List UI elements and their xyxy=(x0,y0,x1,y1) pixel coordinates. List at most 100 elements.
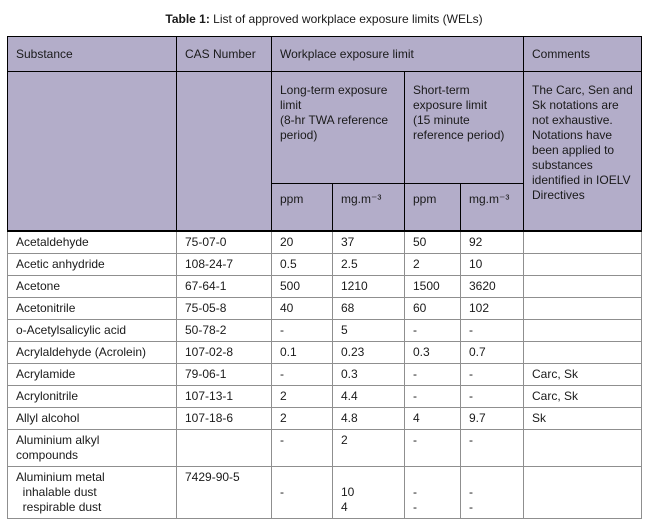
header-row-units: ppm mg.m⁻³ ppm mg.m⁻³ xyxy=(8,183,642,232)
table-row: o-Acetylsalicylic acid 50-78-2 - 5 - - xyxy=(7,319,643,342)
comments-cell: Sk xyxy=(523,407,643,430)
long-term-ppm-cell: 20 xyxy=(271,230,333,254)
table-row: Acrylonitrile 107-13-1 2 4.4 - - Carc, S… xyxy=(7,385,643,408)
short-term-mg-cell: 9.7 xyxy=(459,407,525,430)
substance-cell: Allyl alcohol xyxy=(7,407,177,430)
table-row: Acetonitrile 75-05-8 40 68 60 102 xyxy=(7,297,643,320)
header-short-term-limit: Short-term exposure limit (15 minute ref… xyxy=(404,71,525,184)
long-term-ppm-cell: - xyxy=(271,429,333,467)
table-row: Acetaldehyde 75-07-0 20 37 50 92 xyxy=(7,230,643,254)
table-row: Acetone 67-64-1 500 1210 1500 3620 xyxy=(7,275,643,298)
header-row-main: Substance CAS Number Workplace exposure … xyxy=(7,36,643,72)
short-term-ppm-cell: - xyxy=(404,319,461,342)
long-term-ppm-cell: 2 xyxy=(271,385,333,408)
long-term-mg-cell: 10 4 xyxy=(332,466,405,519)
table-caption-label: Table 1: xyxy=(165,12,210,26)
long-term-ppm-cell: - xyxy=(271,363,333,386)
long-term-mg-cell: 68 xyxy=(332,297,405,320)
table-row: Aluminium metal inhalable dust respirabl… xyxy=(7,466,643,519)
short-term-mg-cell: 0.7 xyxy=(459,341,525,364)
short-term-ppm-cell: - xyxy=(404,385,461,408)
header-substance: Substance xyxy=(7,36,177,72)
header-comments: Comments xyxy=(523,36,643,72)
cas-number-cell: 67-64-1 xyxy=(176,275,272,298)
long-term-mg-cell: 4.8 xyxy=(332,407,405,430)
short-term-ppm-cell: 50 xyxy=(404,230,461,254)
short-term-ppm-cell: 2 xyxy=(404,253,461,276)
short-term-ppm-cell: - - xyxy=(404,466,461,519)
comments-cell xyxy=(523,297,643,320)
substance-cell: o-Acetylsalicylic acid xyxy=(7,319,177,342)
short-term-mg-cell: - xyxy=(459,363,525,386)
short-term-ppm-cell: 4 xyxy=(404,407,461,430)
comments-cell xyxy=(523,230,643,254)
table-row: Acrylamide 79-06-1 - 0.3 - - Carc, Sk xyxy=(7,363,643,386)
header-spacer-substance xyxy=(7,71,177,232)
long-term-ppm-cell: 40 xyxy=(271,297,333,320)
short-term-mg-cell: - xyxy=(459,319,525,342)
long-term-ppm-cell: 0.5 xyxy=(271,253,333,276)
short-term-ppm-cell: 1500 xyxy=(404,275,461,298)
header-comments-note: The Carc, Sen and Sk notations are not e… xyxy=(523,71,643,232)
table-row: Allyl alcohol 107-18-6 2 4.8 4 9.7 Sk xyxy=(7,407,643,430)
short-term-mg-cell: - xyxy=(459,385,525,408)
cas-number-cell: 79-06-1 xyxy=(176,363,272,386)
document-page: Table 1: List of approved workplace expo… xyxy=(7,0,643,525)
long-term-mg-cell: 37 xyxy=(332,230,405,254)
long-term-mg-cell: 5 xyxy=(332,319,405,342)
substance-cell: Acetonitrile xyxy=(7,297,177,320)
header-short-term-mg-unit: mg.m⁻³ xyxy=(460,183,525,232)
cas-number-cell: 7429-90-5 xyxy=(176,466,272,519)
long-term-mg-cell: 2.5 xyxy=(332,253,405,276)
short-term-mg-cell: - - xyxy=(459,466,525,519)
cas-number-cell: 50-78-2 xyxy=(176,319,272,342)
header-row-limit-types: Long-term exposure limit (8-hr TWA refer… xyxy=(7,71,643,232)
short-term-mg-cell: 92 xyxy=(459,230,525,254)
comments-cell: Carc, Sk xyxy=(523,385,643,408)
header-spacer-cas xyxy=(176,71,272,232)
table-caption: Table 1: List of approved workplace expo… xyxy=(7,12,641,26)
cas-number-cell: 107-18-6 xyxy=(176,407,272,430)
long-term-mg-cell: 0.3 xyxy=(332,363,405,386)
short-term-mg-cell: 10 xyxy=(459,253,525,276)
cas-number-cell: 107-13-1 xyxy=(176,385,272,408)
long-term-mg-cell: 1210 xyxy=(332,275,405,298)
long-term-mg-cell: 2 xyxy=(332,429,405,467)
short-term-mg-cell: 3620 xyxy=(459,275,525,298)
short-term-ppm-cell: 0.3 xyxy=(404,341,461,364)
short-term-ppm-cell: - xyxy=(404,429,461,467)
cas-number-cell: 107-02-8 xyxy=(176,341,272,364)
substance-cell: Acrylonitrile xyxy=(7,385,177,408)
substance-cell: Acetic anhydride xyxy=(7,253,177,276)
header-short-term-ppm-unit: ppm xyxy=(404,183,461,232)
table-body: Acetaldehyde 75-07-0 20 37 50 92 Acetic … xyxy=(7,230,643,519)
cas-number-cell xyxy=(176,429,272,467)
long-term-ppm-cell: - xyxy=(271,466,333,519)
comments-cell xyxy=(523,466,643,519)
substance-cell: Acrylamide xyxy=(7,363,177,386)
long-term-ppm-cell: - xyxy=(271,319,333,342)
short-term-mg-cell: 102 xyxy=(459,297,525,320)
substance-cell: Acetone xyxy=(7,275,177,298)
table-row: Acrylaldehyde (Acrolein) 107-02-8 0.1 0.… xyxy=(7,341,643,364)
long-term-ppm-cell: 2 xyxy=(271,407,333,430)
long-term-ppm-cell: 0.1 xyxy=(271,341,333,364)
header-long-term-limit: Long-term exposure limit (8-hr TWA refer… xyxy=(271,71,405,184)
substance-cell: Aluminium metal inhalable dust respirabl… xyxy=(7,466,177,519)
short-term-ppm-cell: 60 xyxy=(404,297,461,320)
header-long-term-mg-unit: mg.m⁻³ xyxy=(332,183,405,232)
short-term-mg-cell: - xyxy=(459,429,525,467)
table-row: Aluminium alkyl compounds - 2 - - xyxy=(7,429,643,467)
substance-cell: Acrylaldehyde (Acrolein) xyxy=(7,341,177,364)
cas-number-cell: 75-05-8 xyxy=(176,297,272,320)
long-term-ppm-cell: 500 xyxy=(271,275,333,298)
comments-cell xyxy=(523,429,643,467)
header-workplace-exposure-limit: Workplace exposure limit xyxy=(270,36,525,72)
comments-cell xyxy=(523,319,643,342)
table-header: Substance CAS Number Workplace exposure … xyxy=(7,36,643,232)
wel-table: Substance CAS Number Workplace exposure … xyxy=(7,36,643,519)
comments-cell xyxy=(523,253,643,276)
long-term-mg-cell: 4.4 xyxy=(332,385,405,408)
header-long-term-ppm-unit: ppm xyxy=(271,183,333,232)
cas-number-cell: 75-07-0 xyxy=(176,230,272,254)
